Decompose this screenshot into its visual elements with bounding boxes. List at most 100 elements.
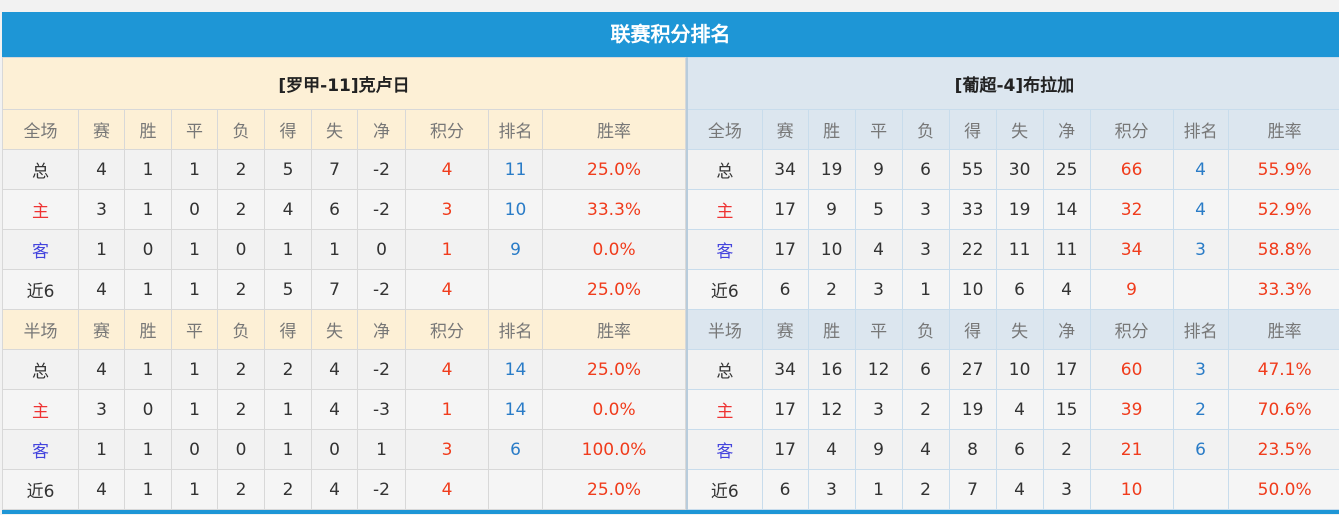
column-header: 负 [217,109,265,150]
table-row: 主 3 0 1 2 1 4 -3 1 14 0.0% [2,389,687,430]
cell-9: 25.0% [541,149,687,190]
cell-2: 0 [171,429,218,470]
cell-6: -2 [357,269,406,310]
cell-2: 1 [171,469,218,510]
cell-1: 4 [807,429,856,470]
cell-2: 1 [171,389,218,430]
cell-1: 1 [124,149,172,190]
column-header: 赛 [761,109,809,150]
table-row: 总 34 19 9 6 55 30 25 66 4 55.9% [686,149,1339,190]
cell-3: 6 [901,349,950,390]
column-header: 失 [995,309,1044,350]
cell-1: 3 [807,469,856,510]
cell-7: 21 [1089,429,1174,470]
cell-6: 1 [357,429,406,470]
cell-4: 2 [264,349,312,390]
column-header: 胜 [124,109,172,150]
cell-3: 2 [217,149,265,190]
cell-8: 3 [1172,349,1229,390]
cell-5: 1 [311,229,358,270]
cell-4: 4 [264,189,312,230]
cell-9: 47.1% [1227,349,1339,390]
cell-5: 7 [311,149,358,190]
cell-5: 30 [995,149,1044,190]
cell-2: 0 [171,189,218,230]
row-type: 主 [686,389,763,430]
row-type: 总 [2,349,79,390]
cell-6: 14 [1042,189,1091,230]
cell-5: 7 [311,269,358,310]
cell-3: 2 [217,349,265,390]
section-label: 半场 [686,309,763,350]
cell-4: 10 [948,269,997,310]
cell-7: 4 [405,469,489,510]
table-row: 主 3 1 0 2 4 6 -2 3 10 33.3% [2,189,687,230]
row-type: 近6 [2,469,79,510]
full-header-row: 全场赛胜平负得失净积分 排名 胜率 [686,109,1339,150]
team-name[interactable]: [罗甲-11]克卢日 [1,57,687,110]
full-header-row: 全场赛胜平负得失净积分 排名 胜率 [2,109,687,150]
cell-9: 100.0% [541,429,687,470]
table-row: 近6 4 1 1 2 5 7 -2 4 25.0% [2,269,687,310]
panel-title: 联赛积分排名 [2,12,1339,57]
half-header-row: 半场赛胜平负得失净积分 排名 胜率 [2,309,687,350]
cell-1: 19 [807,149,856,190]
cell-5: 10 [995,349,1044,390]
column-header: 赛 [78,309,125,350]
cell-8: 3 [1172,229,1229,270]
cell-8: 2 [1172,389,1229,430]
cell-3: 4 [901,429,950,470]
cell-4: 33 [948,189,997,230]
column-header: 积分 [1089,109,1174,150]
cell-6: -2 [357,349,406,390]
cell-9: 52.9% [1227,189,1339,230]
cell-0: 1 [78,229,125,270]
table-row: 总 4 1 1 2 5 7 -2 4 11 25.0% [2,149,687,190]
table-row: 主 17 9 5 3 33 19 14 32 4 52.9% [686,189,1339,230]
cell-4: 5 [264,149,312,190]
cell-7: 1 [405,229,489,270]
row-type: 总 [686,149,763,190]
column-header: 平 [171,109,218,150]
section-label: 全场 [2,109,79,150]
cell-2: 1 [854,469,903,510]
cell-3: 2 [901,389,950,430]
cell-9: 70.6% [1227,389,1339,430]
column-header: 净 [1042,109,1091,150]
cell-0: 6 [761,269,809,310]
cell-3: 2 [217,189,265,230]
column-header: 平 [171,309,218,350]
column-header: 得 [948,109,997,150]
cell-6: -2 [357,149,406,190]
column-header: 负 [901,309,950,350]
table-row: 总 34 16 12 6 27 10 17 60 3 47.1% [686,349,1339,390]
row-type: 客 [686,229,763,270]
cell-6: 4 [1042,269,1091,310]
cell-0: 17 [761,389,809,430]
column-header: 赛 [78,109,125,150]
cell-7: 3 [405,189,489,230]
cell-6: 17 [1042,349,1091,390]
table-row: 客 17 10 4 3 22 11 11 34 3 58.8% [686,229,1339,270]
row-type: 客 [2,229,79,270]
cell-5: 4 [995,389,1044,430]
cell-6: 2 [1042,429,1091,470]
cell-1: 12 [807,389,856,430]
column-header: 胜 [807,109,856,150]
column-header: 失 [311,309,358,350]
cell-9: 58.8% [1227,229,1339,270]
cell-0: 4 [78,149,125,190]
cell-9: 33.3% [541,189,687,230]
cell-9: 25.0% [541,269,687,310]
cell-4: 19 [948,389,997,430]
cell-2: 1 [171,149,218,190]
cell-4: 2 [264,469,312,510]
column-header: 平 [854,109,903,150]
cell-7: 10 [1089,469,1174,510]
team-name[interactable]: [葡超-4]布拉加 [686,57,1339,110]
column-header: 净 [1042,309,1091,350]
cell-5: 4 [311,389,358,430]
cell-3: 1 [901,269,950,310]
row-type: 主 [2,189,79,230]
cell-0: 17 [761,229,809,270]
